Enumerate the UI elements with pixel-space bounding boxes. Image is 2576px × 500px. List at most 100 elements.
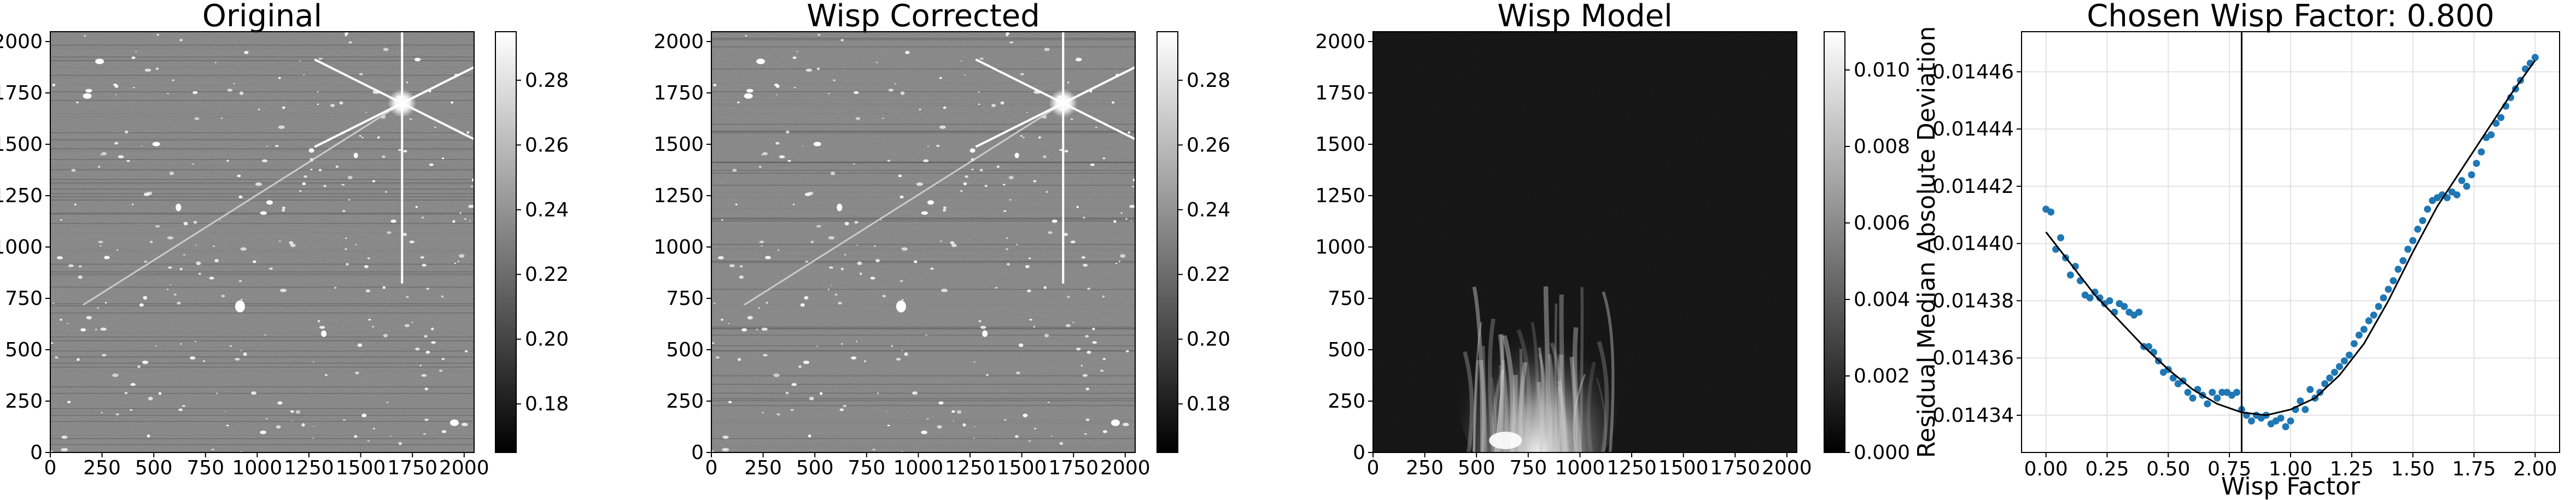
y-tick-label: 250 [1328,390,1365,413]
bright-galaxy [813,142,821,146]
source [233,83,236,85]
source [190,356,196,360]
x-tick-label: 1000 [1555,457,1605,479]
source [451,101,454,104]
source [367,257,370,260]
diffraction-spike [1062,66,1135,104]
source [717,256,724,260]
source [964,74,966,75]
data-point [2355,331,2363,339]
x-tick-label: 1500 [1658,457,1709,479]
source [1125,218,1128,220]
diffraction-spike [83,102,403,306]
source [470,185,474,187]
source [240,350,242,351]
source [899,195,904,199]
source [775,142,780,145]
source [299,60,301,62]
source [874,245,876,247]
data-point [2169,374,2177,382]
source [1102,295,1105,298]
source [203,360,205,362]
source [171,79,175,81]
source [461,422,468,426]
x-tick-label: 500 [1458,457,1496,479]
x-tick-label: 0.75 [2207,458,2251,480]
source [402,233,407,236]
wisp-filament [1519,349,1523,452]
source [344,248,347,250]
colorbar-tick-label: 0.26 [525,134,569,156]
colorbar: 0.18 0.20 0.22 0.24 0.26 0.28 [1156,31,1230,453]
colorbar-tick-label: 0.24 [1187,199,1230,221]
source [729,264,735,267]
source [195,340,196,343]
source [167,92,169,95]
source [183,221,188,226]
data-point [2287,417,2294,425]
source [97,166,101,168]
source [183,254,186,256]
y-tick-label: 500 [1328,339,1365,361]
source [95,328,97,331]
source [139,303,144,307]
source [415,348,420,351]
source [78,275,83,279]
source [773,373,780,377]
source [420,256,424,259]
source [875,258,880,262]
diffraction-spike [401,102,474,140]
source [348,199,351,201]
source [1067,296,1070,298]
source [980,326,986,329]
source [178,408,183,411]
bright-galaxy [152,142,160,146]
source [1009,199,1012,201]
source [221,295,225,298]
source [424,387,429,391]
source [459,212,462,214]
source [745,35,747,37]
source [251,391,257,395]
source [711,342,715,344]
source [1076,205,1079,208]
source [1020,73,1025,75]
diffraction-spike [314,58,403,104]
source [409,118,412,120]
source [414,57,421,62]
source [831,284,833,286]
source [282,207,286,209]
source [364,265,369,268]
wisp-filament [1543,286,1553,452]
source [965,175,968,178]
source [299,190,302,192]
data-point [2453,191,2461,199]
x-tick-label: 0 [705,457,718,479]
source [149,240,153,244]
source [827,289,830,290]
source [390,436,392,437]
source [1082,374,1088,377]
source [882,295,886,298]
source [857,261,862,266]
source [240,299,243,301]
data-point [2443,194,2451,202]
y-tick-label: 1500 [0,133,43,156]
source [1125,350,1129,352]
wisp-filament [1488,318,1496,452]
bright-galaxy [1014,152,1019,158]
source [291,420,293,422]
source [244,51,249,54]
source [266,145,268,148]
colorbar-tick-label: 0.28 [525,69,569,92]
source [278,77,281,79]
source [194,117,200,120]
x-tick-label: 0 [1367,457,1380,479]
source [1020,135,1023,137]
wisp-filament [1559,294,1567,452]
source [1007,263,1010,266]
data-point [2047,208,2055,216]
source [143,296,148,300]
source [819,392,823,395]
data-point [2458,177,2466,184]
